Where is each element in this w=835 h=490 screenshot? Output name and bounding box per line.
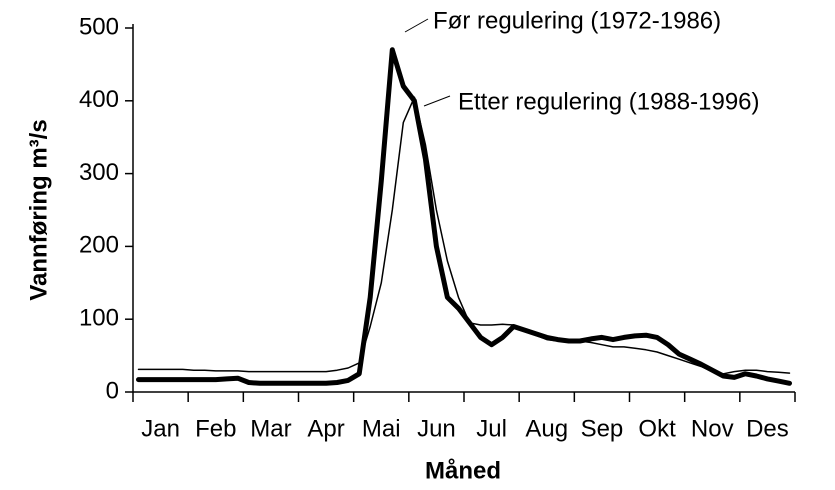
x-tick-label: Feb (195, 415, 236, 442)
y-tick-label: 100 (79, 305, 119, 332)
y-axis-title: Vannføring m³/s (25, 119, 52, 300)
y-tick-label: 0 (106, 377, 119, 404)
x-tick-label: Jul (476, 415, 507, 442)
x-tick-label: Des (746, 415, 789, 442)
y-tick-label: 300 (79, 159, 119, 186)
x-tick-label: Apr (307, 415, 344, 442)
y-tick-label: 500 (79, 13, 119, 40)
y-tick-label: 200 (79, 232, 119, 259)
x-tick-label: Sep (581, 415, 624, 442)
x-tick-label: Mar (250, 415, 291, 442)
x-tick-label: Nov (691, 415, 734, 442)
y-tick-label: 400 (79, 86, 119, 113)
x-axis-title: Måned (425, 457, 501, 484)
series-line (137, 96, 791, 375)
series-label: Etter regulering (1988-1996) (458, 88, 760, 115)
x-tick-label: Jan (141, 415, 180, 442)
x-tick-label: Okt (638, 415, 676, 442)
series-label: Før regulering (1972-1986) (433, 7, 721, 34)
annotation-leader (404, 18, 429, 33)
annotation-leader (423, 95, 451, 107)
x-tick-label: Jun (417, 415, 456, 442)
series-line (136, 47, 792, 386)
x-tick-label: Mai (362, 415, 401, 442)
x-tick-label: Aug (525, 415, 568, 442)
